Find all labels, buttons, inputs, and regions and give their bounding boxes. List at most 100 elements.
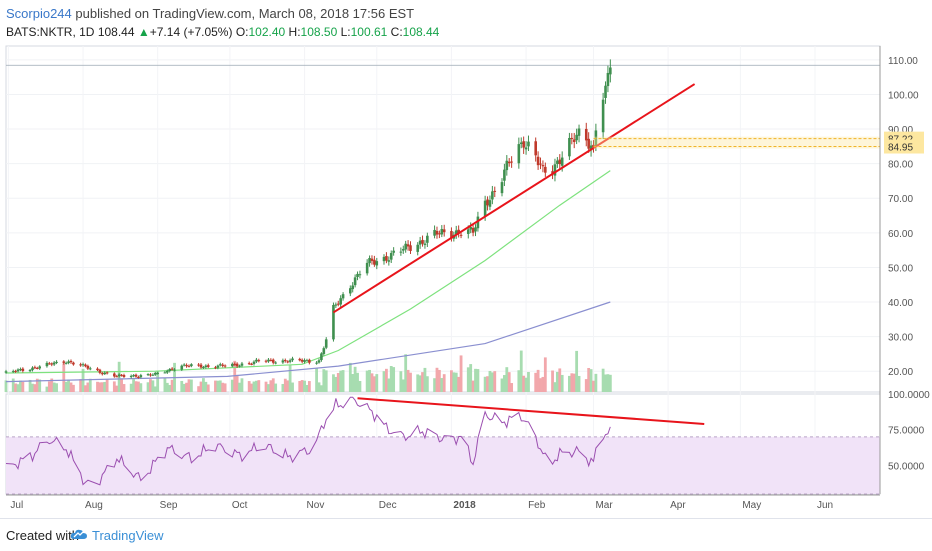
candle-up [440, 229, 444, 235]
volume-bar [416, 374, 420, 392]
volume-bar [240, 378, 244, 392]
candle-down [534, 141, 537, 156]
volume-bar [84, 385, 87, 392]
candle-up [606, 72, 610, 87]
candle-down [197, 364, 200, 366]
candle-up [604, 85, 607, 98]
volume-bar [324, 370, 328, 392]
candle-down [122, 374, 126, 377]
volume-bar [88, 378, 92, 392]
candle-up [218, 364, 222, 366]
volume-bar [382, 371, 386, 392]
candle-up [401, 249, 405, 251]
candle-down [308, 359, 311, 363]
candle-up [231, 363, 234, 367]
candle-down [584, 128, 588, 141]
volume-bar [320, 385, 323, 392]
volume-bar [233, 360, 237, 392]
volume-bar [103, 381, 107, 392]
volume-bar [146, 382, 150, 392]
candle-up [423, 243, 427, 245]
volume-bar [584, 379, 588, 392]
price-pane-frame [5, 45, 881, 393]
volume-bar [206, 384, 210, 392]
volume-bar [555, 371, 559, 392]
volume-bar [423, 367, 427, 392]
candle-up [28, 369, 32, 372]
volume-bar [406, 369, 410, 392]
candle-down [459, 234, 463, 236]
volume-bar [204, 381, 208, 392]
candle-up [524, 147, 528, 150]
candle-down [406, 244, 410, 247]
volume-bar [551, 370, 554, 392]
price-zone-highlight [593, 136, 880, 149]
volume-bar [223, 383, 227, 392]
candle-down [592, 144, 595, 148]
candle-up [274, 362, 277, 364]
volume-bar [81, 368, 85, 392]
candle-down [214, 367, 217, 369]
rsi-band [6, 436, 880, 494]
price-tick-label: 30.00 [888, 333, 913, 344]
volume-bar [11, 378, 15, 392]
volume-bar [421, 372, 424, 392]
tradingview-brand-link[interactable]: TradingView [92, 528, 164, 543]
volume-bar [151, 380, 155, 392]
candle-up [303, 360, 306, 362]
volume-bar [568, 375, 571, 392]
volume-bar [86, 382, 90, 392]
candle-down [450, 231, 453, 238]
candle-down [539, 163, 542, 165]
time-tick-label: 2018 [453, 500, 476, 511]
price-tick-label: 80.00 [888, 160, 913, 171]
volume-bar [47, 381, 51, 392]
candle-down [84, 364, 87, 367]
volume-bar [606, 374, 610, 392]
candle-down [250, 363, 253, 365]
candle-down [507, 161, 511, 164]
candle-up [204, 365, 208, 368]
time-tick-label: Apr [670, 500, 686, 511]
candle-up [180, 365, 184, 370]
volume-bar [218, 380, 222, 392]
candle-up [556, 160, 559, 164]
candle-up [433, 229, 436, 236]
candle-up [339, 298, 342, 305]
price-tick-label: 100.00 [888, 90, 919, 101]
time-tick-label: Jun [817, 500, 833, 511]
volume-bar [134, 381, 138, 392]
candle-down [493, 190, 497, 192]
volume-bar [401, 379, 405, 392]
ma200-line [5, 301, 611, 383]
candle-up [527, 141, 530, 147]
volume-bar [459, 355, 463, 392]
volume-bar [476, 369, 480, 392]
volume-bar [33, 384, 37, 392]
volume-bar [269, 380, 273, 392]
author-link[interactable]: Scorpio244 [6, 6, 72, 21]
tradingview-logo-icon [70, 527, 88, 546]
candle-up [399, 251, 403, 253]
volume-bar [524, 377, 528, 392]
volume-bar [575, 350, 579, 392]
candle-up [16, 369, 20, 372]
price-tick-label: 60.00 [888, 229, 913, 240]
volume-bar [488, 370, 492, 392]
candle-up [139, 375, 143, 378]
candle-up [341, 294, 345, 299]
volume-bar [486, 376, 489, 392]
candle-down [62, 361, 66, 363]
symbol-name[interactable]: BATS:NKTR, 1D [6, 25, 95, 39]
volume-bar [425, 376, 429, 392]
volume-bar [387, 378, 391, 392]
candle-up [267, 359, 270, 362]
volume-bar [454, 372, 458, 392]
candle-up [38, 366, 42, 369]
price-chart[interactable]: 20.00 30.00 40.00 50.00 60.00 70.00 80.00 90.00… [0, 44, 932, 518]
candle-down [558, 159, 562, 165]
trendlines[interactable] [332, 83, 880, 425]
volume-bar [589, 369, 593, 392]
moving-averages [5, 170, 611, 383]
candle-down [257, 360, 261, 362]
